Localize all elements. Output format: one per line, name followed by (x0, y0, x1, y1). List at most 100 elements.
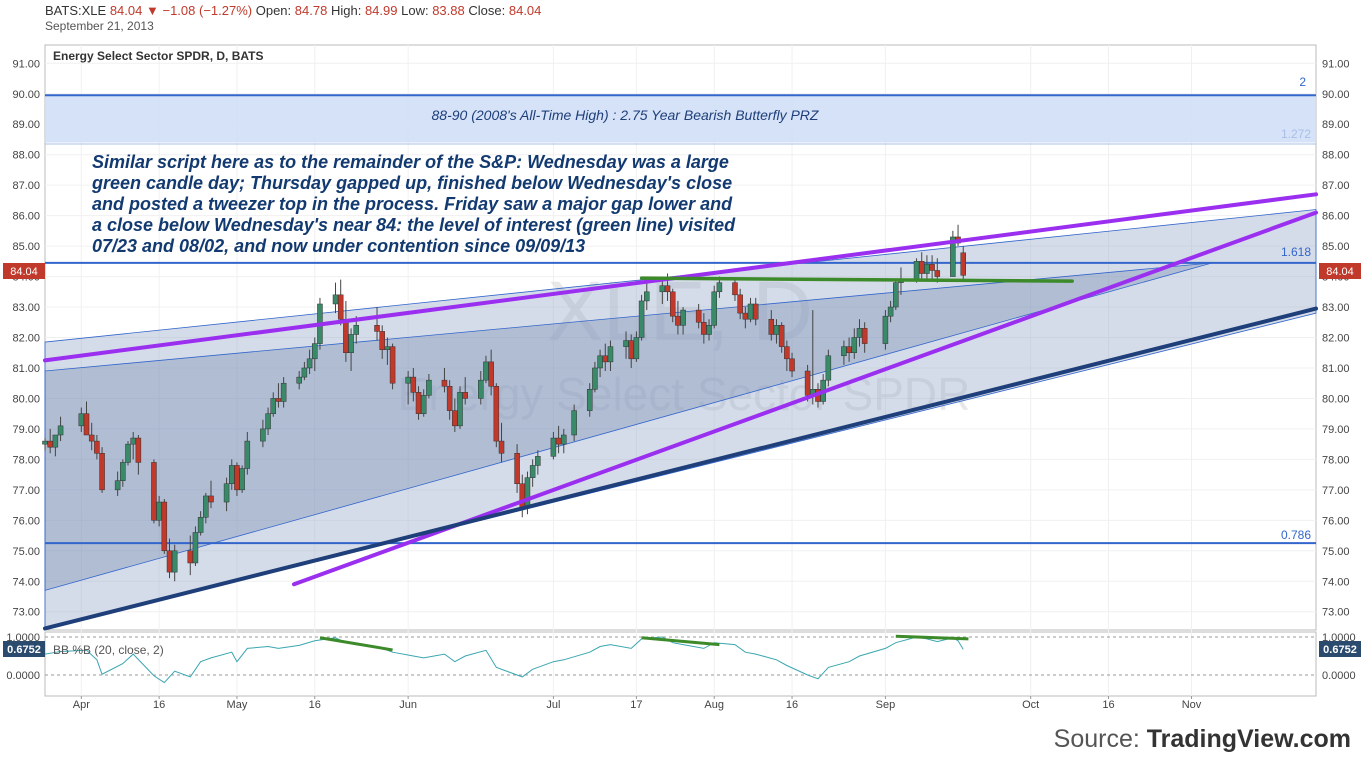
y-tick-label-left: 78.00 (12, 454, 40, 466)
candle (488, 361, 494, 387)
candle (742, 312, 749, 320)
candle (125, 443, 131, 463)
y-tick-label-left: 76.00 (12, 515, 40, 527)
divergence-line[interactable] (641, 636, 720, 647)
candle (519, 483, 526, 509)
candle (88, 434, 95, 442)
price-chart[interactable]: XLE, D Energy Select Sector SPDR 73.00 73… (0, 40, 1365, 720)
x-tick-label: 17 (630, 699, 642, 711)
candle (83, 413, 90, 436)
trend-line-navy-support[interactable] (43, 306, 1318, 631)
candle (561, 434, 567, 445)
y-tick-label-right: 79.00 (1322, 424, 1350, 436)
candle (664, 285, 671, 293)
source-credit: Source: TradingView.com (1054, 725, 1351, 754)
price-badge-left (3, 263, 45, 279)
candle (78, 413, 85, 427)
x-tick-label: May (227, 699, 248, 711)
candle (633, 337, 640, 360)
y-tick-label-left: 85.00 (12, 241, 40, 253)
down-arrow-icon: ▼ (145, 3, 159, 18)
fib-lines[interactable] (45, 94, 1316, 545)
fib-label-1272: 1.272 (1281, 127, 1311, 141)
candle (861, 328, 868, 344)
bbpb-pane[interactable] (44, 634, 1316, 684)
candle (130, 437, 136, 445)
candle (493, 386, 500, 442)
candle (644, 291, 650, 302)
commentary-line: 07/23 and 08/02, and now under contentio… (92, 236, 585, 256)
candle (747, 303, 754, 320)
indicator-badge-left (3, 641, 45, 657)
y-tick-label-right: 76.00 (1322, 515, 1350, 527)
candle (498, 440, 505, 454)
candle (752, 303, 759, 320)
candle (452, 410, 458, 427)
candle (275, 398, 282, 402)
candle (711, 291, 717, 326)
trend-line-green-level[interactable] (639, 276, 1074, 283)
candle (716, 282, 723, 293)
prz-rect[interactable] (45, 95, 1316, 143)
candle (638, 300, 645, 338)
candle (265, 413, 271, 430)
candle (441, 379, 448, 387)
close-value: 84.04 (508, 3, 542, 18)
symbol[interactable]: BATS:XLE (45, 3, 107, 18)
price-badge-right-text: 84.04 (1326, 266, 1354, 278)
candle (374, 325, 380, 332)
candle (239, 468, 245, 491)
price-badges: 84.04 84.04 0.6752 0.6752 (3, 263, 1361, 657)
candle (524, 477, 531, 509)
y-tick-label-right: 83.00 (1322, 302, 1350, 314)
candle (343, 318, 349, 353)
candle (99, 453, 105, 491)
candle (804, 370, 811, 396)
candle (312, 343, 318, 360)
x-tick-label: 16 (786, 699, 798, 711)
candle (924, 264, 930, 274)
candle (675, 315, 681, 326)
candle (592, 367, 598, 390)
candle (296, 376, 302, 384)
candle (773, 325, 780, 335)
divergence-line[interactable] (895, 634, 969, 641)
candle (171, 550, 178, 573)
candle (462, 392, 468, 399)
x-tick-label: 16 (1102, 699, 1114, 711)
candle (695, 309, 702, 323)
bbpb-line[interactable] (44, 636, 964, 684)
candle (389, 346, 396, 384)
open-value: 84.78 (294, 3, 328, 18)
fib-label-1618: 1.618 (1281, 245, 1311, 259)
y-tick-label-right: 74.00 (1322, 576, 1350, 588)
candle (841, 346, 847, 357)
candle (571, 410, 577, 436)
commentary-line: Similar script here as to the remainder … (92, 152, 729, 172)
quote-date: September 21, 2013 (45, 19, 154, 33)
candle (332, 294, 339, 305)
y-tick-label-left: 88.00 (12, 150, 40, 162)
y-tick-label-right: 75.00 (1322, 546, 1350, 558)
candle (514, 453, 520, 484)
trend-lines[interactable] (43, 192, 1318, 631)
candle (623, 340, 629, 347)
low-value: 83.88 (432, 3, 465, 18)
y-tick-label-right: 91.00 (1322, 58, 1350, 70)
candle (960, 252, 966, 276)
divergence-line[interactable] (319, 636, 393, 652)
y-tick-label-left: 81.00 (12, 363, 40, 375)
y-tick-label-right: 90.00 (1322, 89, 1350, 101)
candle (260, 428, 266, 442)
candle (784, 346, 790, 360)
candle (57, 425, 64, 436)
candle (846, 346, 852, 353)
source-brand[interactable]: TradingView.com (1146, 725, 1351, 753)
inner-wedge[interactable] (44, 262, 1213, 591)
candle (825, 355, 832, 381)
candle (337, 294, 344, 320)
high-value: 84.99 (364, 3, 398, 18)
grid (45, 45, 1316, 696)
wedge-bands[interactable] (44, 209, 1317, 629)
prz-zone[interactable] (45, 95, 1316, 143)
